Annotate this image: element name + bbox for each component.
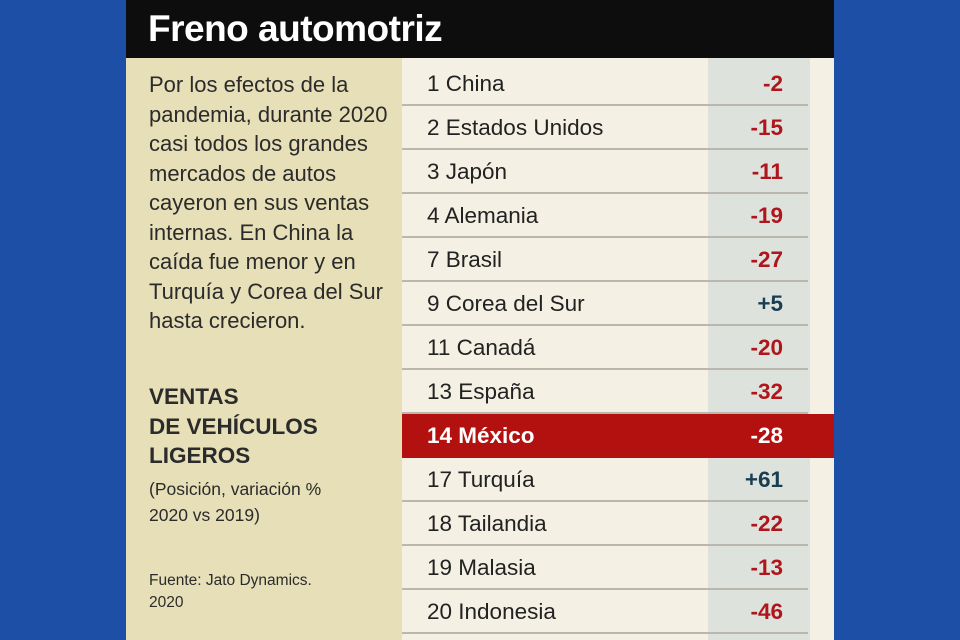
row-divider	[402, 236, 808, 238]
intro-text: Por los efectos de la pandemia, durante …	[149, 72, 388, 333]
variation-value: -2	[762, 71, 783, 96]
table-row: 3 Japón -11	[402, 150, 834, 194]
title-bar: Freno automotriz	[126, 0, 834, 58]
table-heading: VENTAS DE VEHÍCULOS LIGEROS	[149, 382, 399, 471]
infographic-card: Freno automotriz Por los efectos de la p…	[126, 0, 834, 640]
table-row: 1 China -2	[402, 62, 834, 106]
variation-value: -46	[750, 599, 783, 624]
source-text: Jato Dynamics.	[205, 572, 312, 589]
ranking-table: 1 China -2 2 Estados Unidos -15 3 Japón -11 4 …	[402, 58, 834, 640]
source-label: Fuente:	[149, 572, 202, 589]
country-label: 9 Corea del Sur	[427, 291, 585, 316]
row-divider	[402, 632, 808, 634]
row-divider	[402, 588, 808, 590]
table-row: 20 Indonesia -46	[402, 590, 834, 634]
table-row: 13 España -32	[402, 370, 834, 414]
variation-value: -22	[750, 511, 783, 536]
heading-line: DE VEHÍCULOS	[149, 413, 318, 439]
source-note: Fuente: Jato Dynamics. 2020	[149, 570, 399, 614]
row-divider	[402, 412, 808, 414]
country-label: 11 Canadá	[427, 335, 536, 360]
table-row: 2 Estados Unidos -15	[402, 106, 834, 150]
variation-value: -19	[750, 203, 783, 228]
source-year: 2020	[149, 594, 184, 611]
subnote-line: (Posición, variación %	[149, 479, 322, 499]
country-label: 13 España	[427, 379, 535, 404]
table-row: 7 Brasil -27	[402, 238, 834, 282]
row-divider	[402, 148, 808, 150]
table-row: 11 Canadá -20	[402, 326, 834, 370]
variation-value: -15	[750, 115, 783, 140]
row-divider	[402, 280, 808, 282]
row-divider	[402, 500, 808, 502]
description-panel: Por los efectos de la pandemia, durante …	[126, 58, 402, 640]
table-row: 17 Turquía +61	[402, 458, 834, 502]
row-divider	[402, 104, 808, 106]
row-divider	[402, 544, 808, 546]
country-label: 3 Japón	[427, 159, 508, 184]
variation-value: -27	[750, 247, 783, 272]
country-label: 18 Tailandia	[427, 511, 547, 536]
table-row: 4 Alemania -19	[402, 194, 834, 238]
row-divider	[402, 368, 808, 370]
table-subnote: (Posición, variación % 2020 vs 2019)	[149, 476, 399, 528]
country-label: 14 México	[427, 423, 535, 448]
variation-value: -32	[750, 379, 783, 404]
heading-line: VENTAS	[149, 384, 239, 409]
table-row: 18 Tailandia -22	[402, 502, 834, 546]
country-label: 2 Estados Unidos	[427, 115, 604, 140]
variation-value: +5	[757, 291, 783, 316]
table-rows: 1 China -2 2 Estados Unidos -15 3 Japón -11 4 …	[402, 62, 834, 634]
row-divider	[402, 192, 808, 194]
source-line: Fuente: Jato Dynamics.	[149, 570, 399, 592]
variation-value: -13	[750, 555, 783, 580]
country-label: 4 Alemania	[427, 203, 539, 228]
table-row: 19 Malasia -13	[402, 546, 834, 590]
value-column-band	[708, 58, 810, 640]
country-label: 7 Brasil	[427, 247, 503, 272]
subnote-line: 2020 vs 2019)	[149, 505, 260, 525]
variation-value: -11	[751, 159, 783, 184]
heading-line: LIGEROS	[149, 443, 251, 468]
country-label: 17 Turquía	[427, 467, 535, 492]
country-label: 1 China	[427, 71, 505, 96]
infographic-title: Freno automotriz	[148, 8, 443, 49]
variation-value: -20	[750, 335, 783, 360]
country-label: 19 Malasia	[427, 555, 536, 580]
country-label: 20 Indonesia	[427, 599, 556, 624]
table-row: 9 Corea del Sur +5	[402, 282, 834, 326]
row-divider	[402, 456, 808, 458]
variation-value: +61	[744, 467, 783, 492]
variation-value: -28	[750, 423, 783, 448]
table-row: 14 México -28	[402, 414, 834, 458]
row-divider	[402, 324, 808, 326]
